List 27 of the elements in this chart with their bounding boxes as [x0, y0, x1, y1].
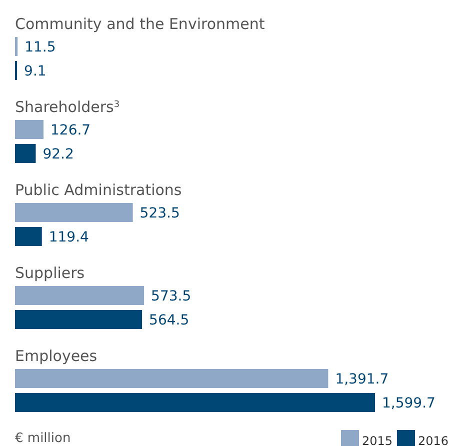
bar — [15, 310, 142, 329]
bar — [15, 227, 42, 246]
data-label: 1,599.7 — [382, 396, 436, 412]
bar — [15, 203, 133, 222]
y-tick-label: Employees — [15, 347, 98, 365]
y-tick-label: Suppliers — [15, 264, 85, 282]
data-label: 564.5 — [149, 312, 190, 328]
bar — [15, 286, 144, 305]
y-tick-label: Public Administrations — [15, 181, 182, 199]
bar — [15, 37, 18, 56]
data-label: 9.1 — [24, 64, 46, 80]
legend-label: 2015 — [362, 434, 393, 446]
y-tick-label: Shareholders$^{3}$ — [15, 98, 120, 116]
legend-label: 2016 — [418, 434, 449, 446]
data-label: 573.5 — [151, 288, 192, 304]
bar — [15, 120, 44, 139]
bar — [15, 369, 328, 388]
data-label: 119.4 — [48, 230, 90, 246]
data-label: 11.5 — [24, 40, 56, 56]
y-tick-label: Community and the Environment — [15, 15, 265, 33]
annotation: € million — [15, 431, 71, 446]
data-label: 523.5 — [140, 206, 180, 222]
bar — [15, 393, 375, 412]
data-label: 1,391.7 — [335, 372, 389, 388]
data-label: 126.7 — [50, 122, 91, 138]
data-label: 92.2 — [42, 146, 74, 162]
bar — [15, 144, 36, 163]
